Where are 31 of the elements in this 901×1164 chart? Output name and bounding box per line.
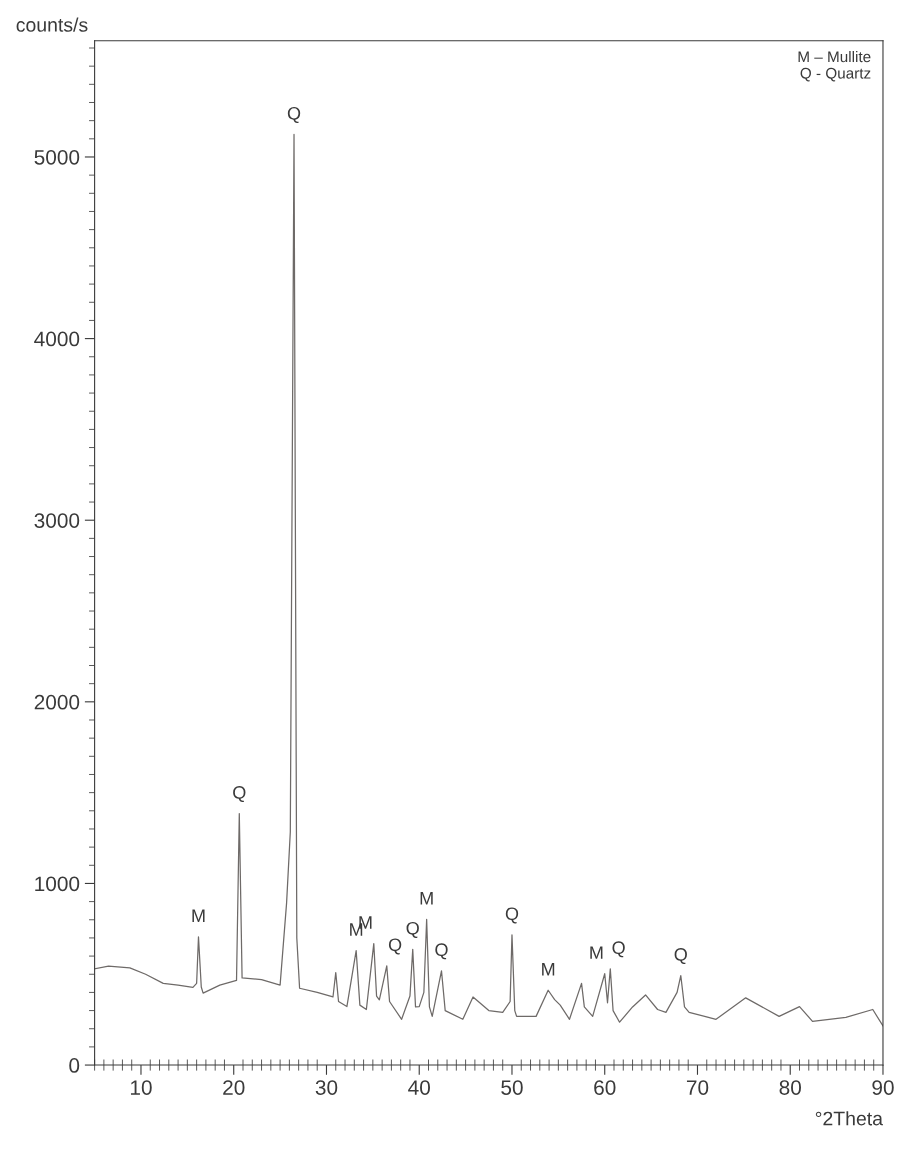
y-tick-label: 0: [69, 1058, 80, 1073]
y-tick-label: 5000: [34, 149, 80, 165]
annotation: M: [420, 892, 433, 905]
annotation: Q: [406, 921, 419, 938]
y-axis-title: counts/s: [16, 17, 88, 32]
y-tick-label: 4000: [34, 331, 80, 347]
y-tick-label: 1000: [35, 876, 80, 892]
x-axis-title: °2Theta: [815, 1111, 883, 1126]
x-tick-label: 20: [223, 1080, 245, 1095]
annotation: Q: [388, 938, 402, 955]
annotation: Q: [505, 907, 519, 924]
x-tick-label: 10: [130, 1080, 152, 1095]
x-tick-label: 70: [686, 1080, 709, 1095]
annotation: Q: [233, 786, 246, 803]
annotation: Q: [287, 106, 301, 124]
annotation: Q: [674, 948, 687, 965]
x-tick-label: 80: [779, 1080, 801, 1095]
annotation: M: [192, 909, 205, 922]
annotation: M: [542, 962, 555, 976]
x-tick-label: 50: [501, 1080, 523, 1095]
annotation: M – Mullite Q - Quartz: [798, 50, 871, 82]
line-series: [94, 133, 883, 1027]
x-tick-label: 90: [872, 1080, 894, 1095]
annotation: Q: [435, 943, 448, 960]
x-tick-label: 60: [594, 1080, 616, 1095]
y-tick-label: 3000: [34, 513, 80, 528]
x-tick-label: 40: [408, 1080, 430, 1095]
x-tick-label: 30: [315, 1080, 338, 1095]
annotation: M: [590, 946, 603, 959]
y-tick-label: 2000: [34, 694, 80, 710]
annotation: Q: [612, 941, 625, 958]
